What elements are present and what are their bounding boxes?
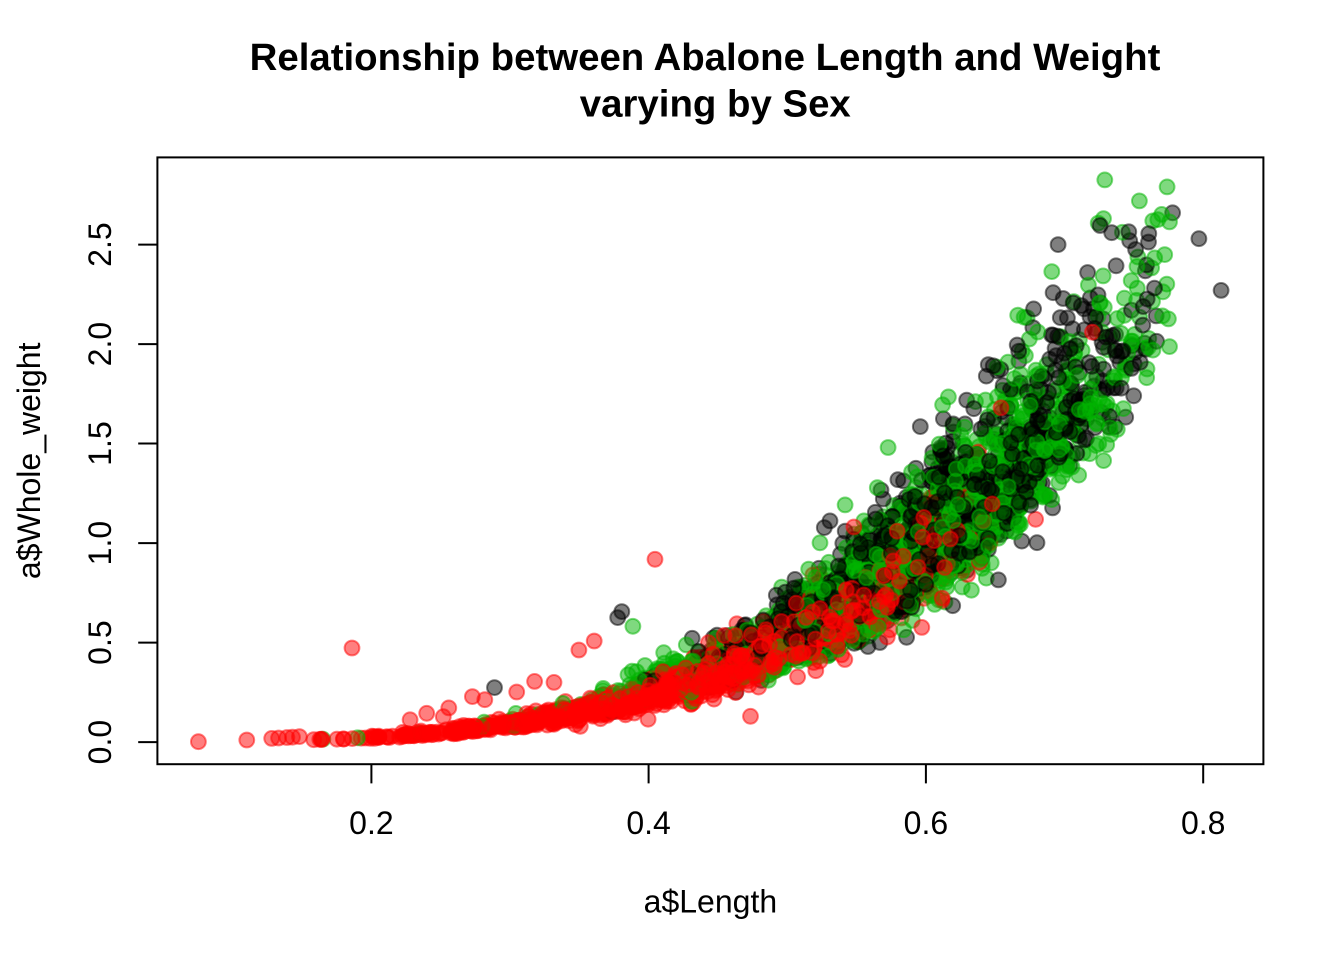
svg-text:2.5: 2.5 xyxy=(82,222,118,266)
svg-text:Relationship between Abalone L: Relationship between Abalone Length and … xyxy=(250,36,1161,79)
svg-text:1.0: 1.0 xyxy=(82,521,118,565)
svg-text:varying by Sex: varying by Sex xyxy=(580,82,852,125)
svg-text:0.8: 0.8 xyxy=(1181,805,1225,841)
svg-text:1.5: 1.5 xyxy=(82,421,118,465)
svg-text:0.0: 0.0 xyxy=(82,720,118,764)
svg-text:0.2: 0.2 xyxy=(349,805,393,841)
svg-text:2.0: 2.0 xyxy=(82,322,118,366)
svg-text:0.4: 0.4 xyxy=(626,805,670,841)
svg-text:a$Whole_weight: a$Whole_weight xyxy=(11,342,47,579)
svg-text:0.5: 0.5 xyxy=(82,620,118,664)
svg-text:a$Length: a$Length xyxy=(644,884,777,920)
svg-text:0.6: 0.6 xyxy=(904,805,948,841)
